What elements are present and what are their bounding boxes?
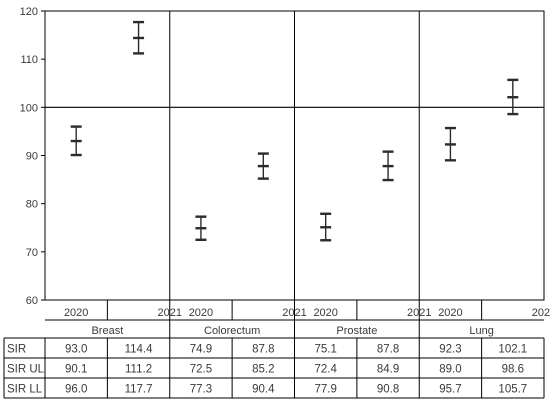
year-label: 2020 (438, 307, 462, 319)
group-label: Breast (91, 325, 123, 337)
y-axis: 60 70 80 90 100 110 120 (20, 6, 45, 307)
table-cell: 111.2 (125, 364, 152, 376)
table-cell: 85.2 (252, 364, 274, 376)
y-tick-label: 110 (20, 54, 38, 66)
table-cell: 87.8 (377, 344, 399, 356)
error-bar-breast-2020 (70, 125, 82, 157)
table-cell: 105.7 (498, 384, 527, 396)
table-cell: 102.1 (498, 344, 527, 356)
table-cell: 89.0 (439, 364, 461, 376)
error-bar-lung-2021 (507, 78, 519, 116)
error-bar-prostate-2021 (382, 150, 394, 182)
table-cell: 92.3 (439, 344, 461, 356)
year-label: 2021 (158, 307, 182, 319)
group-label: Colorectum (204, 325, 260, 337)
y-tick-label: 100 (20, 102, 38, 114)
y-tick-label: 70 (26, 247, 38, 259)
table-row-label: SIR UL (7, 364, 45, 376)
table-cell: 93.0 (65, 344, 87, 356)
y-tick-label: 80 (26, 199, 38, 211)
y-tick-label: 90 (26, 151, 38, 163)
year-label: 2020 (189, 307, 213, 319)
table-cell: 90.4 (252, 384, 275, 396)
table-cell: 77.3 (190, 384, 212, 396)
plot-frame (44, 10, 545, 338)
table-cell: 96.0 (65, 384, 87, 396)
table-cell: 77.9 (314, 384, 336, 396)
table-cell: 90.8 (377, 384, 399, 396)
error-bar-lung-2020 (444, 126, 456, 162)
year-label: 2020 (64, 307, 88, 319)
table-cell: 75.1 (314, 344, 336, 356)
year-label: 2021 (407, 307, 431, 319)
table-cell: 90.1 (65, 364, 87, 376)
group-label: Prostate (336, 325, 377, 337)
year-label: 2021 (282, 307, 306, 319)
table-cell: 72.4 (314, 364, 337, 376)
year-label: 2020 (313, 307, 337, 319)
error-bar-prostate-2020 (320, 212, 332, 242)
y-tick-label: 120 (20, 6, 38, 18)
table-row-label: SIR (7, 344, 26, 356)
table-cell: 87.8 (252, 344, 274, 356)
error-bar-markers (70, 20, 519, 242)
error-bar-breast-2021 (133, 20, 145, 55)
table-cell: 114.4 (125, 344, 154, 356)
group-label: Lung (469, 325, 493, 337)
error-bar-colorectum-2021 (257, 152, 269, 180)
table-cell: 72.5 (190, 364, 212, 376)
table-cell: 84.9 (377, 364, 399, 376)
year-label: 2021 (532, 307, 550, 319)
table-cell: 95.7 (439, 384, 461, 396)
table-cell: 98.6 (502, 364, 524, 376)
data-table: SIR 93.0 114.4 74.9 87.8 75.1 87.8 92.3 102.1 SIR… (3, 337, 545, 399)
table-cell: 74.9 (190, 344, 212, 356)
table-row-label: SIR LL (7, 384, 43, 396)
error-bar-colorectum-2020 (195, 215, 207, 241)
y-tick-label: 60 (26, 295, 38, 307)
table-cell: 117.7 (125, 384, 153, 396)
